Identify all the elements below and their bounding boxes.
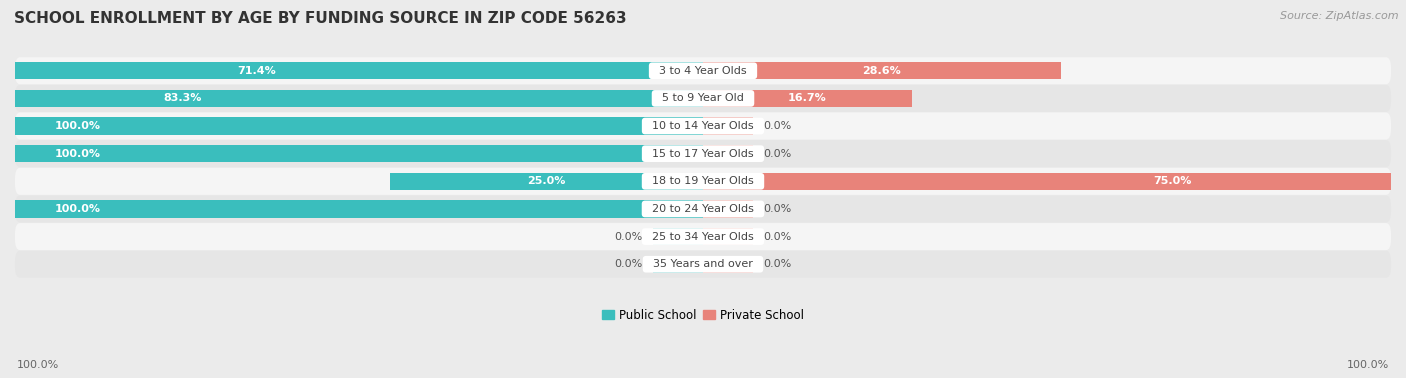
Legend: Public School, Private School: Public School, Private School <box>598 304 808 327</box>
Text: 0.0%: 0.0% <box>614 259 643 269</box>
Bar <box>703 118 754 135</box>
Text: 0.0%: 0.0% <box>763 121 792 131</box>
Text: SCHOOL ENROLLMENT BY AGE BY FUNDING SOURCE IN ZIP CODE 56263: SCHOOL ENROLLMENT BY AGE BY FUNDING SOUR… <box>14 11 627 26</box>
Text: Source: ZipAtlas.com: Source: ZipAtlas.com <box>1281 11 1399 21</box>
Text: 20 to 24 Year Olds: 20 to 24 Year Olds <box>645 204 761 214</box>
Bar <box>703 200 754 217</box>
Bar <box>0 62 703 79</box>
Text: 0.0%: 0.0% <box>763 259 792 269</box>
Text: 35 Years and over: 35 Years and over <box>647 259 759 269</box>
FancyBboxPatch shape <box>15 85 1391 112</box>
Bar <box>703 145 754 162</box>
Bar <box>0 118 703 135</box>
Text: 100.0%: 100.0% <box>1347 361 1389 370</box>
Text: 0.0%: 0.0% <box>763 204 792 214</box>
Text: 75.0%: 75.0% <box>1153 176 1191 186</box>
Text: 10 to 14 Year Olds: 10 to 14 Year Olds <box>645 121 761 131</box>
Text: 71.4%: 71.4% <box>238 66 276 76</box>
Text: 0.0%: 0.0% <box>763 149 792 159</box>
Text: 83.3%: 83.3% <box>163 93 201 104</box>
FancyBboxPatch shape <box>15 251 1391 278</box>
Text: 28.6%: 28.6% <box>862 66 901 76</box>
FancyBboxPatch shape <box>15 195 1391 223</box>
Bar <box>703 256 754 273</box>
Bar <box>0 145 703 162</box>
Text: 0.0%: 0.0% <box>614 232 643 242</box>
Text: 100.0%: 100.0% <box>55 204 101 214</box>
Text: 0.0%: 0.0% <box>763 232 792 242</box>
Bar <box>652 228 703 245</box>
FancyBboxPatch shape <box>15 140 1391 167</box>
Bar <box>703 62 1060 79</box>
Text: 100.0%: 100.0% <box>55 121 101 131</box>
Bar <box>391 173 703 190</box>
FancyBboxPatch shape <box>15 223 1391 250</box>
Text: 5 to 9 Year Old: 5 to 9 Year Old <box>655 93 751 104</box>
Text: 15 to 17 Year Olds: 15 to 17 Year Olds <box>645 149 761 159</box>
Text: 100.0%: 100.0% <box>55 149 101 159</box>
Text: 18 to 19 Year Olds: 18 to 19 Year Olds <box>645 176 761 186</box>
Bar <box>0 200 703 217</box>
FancyBboxPatch shape <box>15 113 1391 139</box>
Bar <box>703 228 754 245</box>
Bar <box>703 90 912 107</box>
FancyBboxPatch shape <box>15 168 1391 195</box>
Text: 16.7%: 16.7% <box>787 93 827 104</box>
Bar <box>652 256 703 273</box>
Text: 100.0%: 100.0% <box>17 361 59 370</box>
Text: 25 to 34 Year Olds: 25 to 34 Year Olds <box>645 232 761 242</box>
Text: 3 to 4 Year Olds: 3 to 4 Year Olds <box>652 66 754 76</box>
Text: 25.0%: 25.0% <box>527 176 565 186</box>
FancyBboxPatch shape <box>15 57 1391 84</box>
Bar <box>703 173 1406 190</box>
Bar <box>0 90 703 107</box>
